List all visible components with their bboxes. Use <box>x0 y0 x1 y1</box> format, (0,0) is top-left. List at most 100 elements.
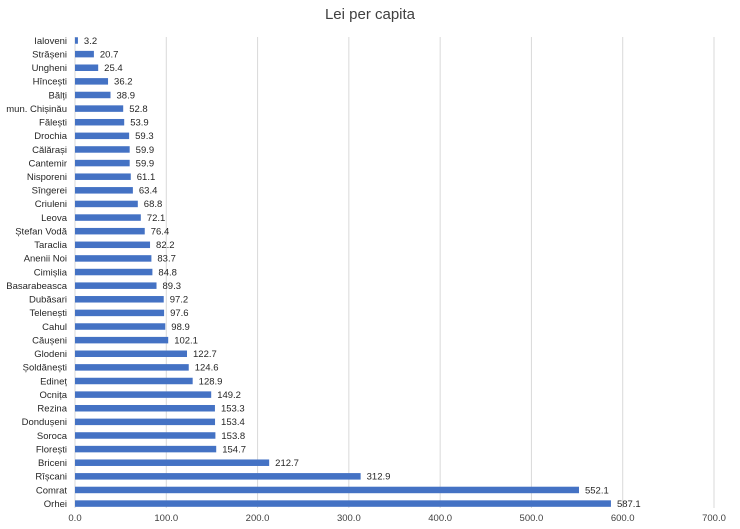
category-label: Briceni <box>38 458 67 469</box>
bar <box>75 241 151 249</box>
x-tick-label: 0.0 <box>68 513 81 524</box>
value-label: 76.4 <box>151 226 170 237</box>
bar <box>75 459 270 466</box>
chart-title: Lei per capita <box>325 6 416 23</box>
category-label: Rezina <box>37 404 67 415</box>
value-label: 97.2 <box>170 295 189 306</box>
bar <box>75 377 193 385</box>
value-labels: 3.220.7 25.4 36.2 38.9 52.8 53.9 59.3 59.9 59.9 6… <box>84 36 641 510</box>
value-label: 312.9 <box>367 472 391 483</box>
value-label: 98.9 <box>171 322 190 333</box>
category-label: mun. Chișinău <box>6 104 67 115</box>
bar <box>75 268 153 276</box>
value-label: 89.3 <box>163 281 182 292</box>
bar <box>75 473 361 480</box>
category-label: Soroca <box>37 431 68 442</box>
bar <box>75 432 216 439</box>
category-label: Criuleni <box>35 199 67 210</box>
bar <box>75 159 130 167</box>
category-label: Leova <box>41 213 68 224</box>
category-label: Ungheni <box>32 63 67 74</box>
bar <box>75 78 109 85</box>
value-label: 68.8 <box>144 199 163 210</box>
value-label: 20.7 <box>100 49 119 60</box>
bar <box>75 132 130 140</box>
bar <box>75 309 165 317</box>
x-axis-ticks: 0.0 100.0 200.0 300.0 400.0 500.0 600.0 700.0 <box>68 513 726 524</box>
category-label: Glodeni <box>34 349 67 360</box>
category-label: Căușeni <box>32 335 67 346</box>
value-label: 154.7 <box>222 444 246 455</box>
category-label: Dubăsari <box>29 295 67 306</box>
value-label: 53.9 <box>130 118 149 129</box>
value-label: 124.6 <box>195 363 219 374</box>
value-label: 25.4 <box>104 63 123 74</box>
value-label: 59.9 <box>136 158 155 169</box>
bar <box>75 173 131 180</box>
category-label: Telenești <box>30 308 68 319</box>
value-label: 153.4 <box>221 417 245 428</box>
value-label: 59.9 <box>136 145 155 156</box>
category-label: Comrat <box>36 485 68 496</box>
category-label: Cahul <box>42 322 67 333</box>
value-label: 102.1 <box>174 335 198 346</box>
bar <box>75 50 94 58</box>
x-tick-label: 300.0 <box>337 513 361 524</box>
category-label: Hîncești <box>33 77 67 88</box>
category-label: Edineț <box>40 376 67 387</box>
value-label: 83.7 <box>157 254 176 265</box>
value-label: 128.9 <box>199 376 223 387</box>
bar <box>75 445 217 453</box>
bar <box>75 336 169 344</box>
bar <box>75 350 188 358</box>
value-label: 122.7 <box>193 349 217 360</box>
value-label: 149.2 <box>217 390 241 401</box>
bar <box>75 255 152 262</box>
bar <box>75 105 124 112</box>
bar <box>75 500 611 507</box>
bar <box>75 364 189 371</box>
category-label: Cantemir <box>28 158 67 169</box>
bar <box>75 187 133 194</box>
category-label: Ialoveni <box>34 36 67 47</box>
bar <box>75 37 78 44</box>
bars <box>75 37 611 507</box>
category-label: Ocnița <box>40 390 68 401</box>
x-tick-label: 700.0 <box>702 513 726 524</box>
value-label: 97.6 <box>170 308 189 319</box>
value-label: 82.2 <box>156 240 175 251</box>
category-label: Cimișlia <box>34 267 68 278</box>
value-label: 36.2 <box>114 77 133 88</box>
bar <box>75 323 166 330</box>
category-label: Dondușeni <box>22 417 67 428</box>
value-label: 72.1 <box>147 213 166 224</box>
category-label: Nisporeni <box>27 172 67 183</box>
bar <box>75 227 145 235</box>
value-label: 153.8 <box>221 431 245 442</box>
bar <box>75 214 141 221</box>
category-label: Călărași <box>32 145 67 156</box>
bar <box>75 146 130 153</box>
bar <box>75 282 157 289</box>
x-tick-label: 600.0 <box>611 513 635 524</box>
bar <box>75 118 125 126</box>
value-label: 212.7 <box>275 458 299 469</box>
gridlines <box>74 37 715 508</box>
x-tick-label: 100.0 <box>154 513 178 524</box>
value-label: 153.3 <box>221 404 245 415</box>
category-labels: Ialoveni Strășeni Ungheni Hîncești Bălți mun.… <box>6 36 67 510</box>
x-tick-label: 500.0 <box>520 513 544 524</box>
category-label: Drochia <box>34 131 67 142</box>
category-label: Strășeni <box>32 49 67 60</box>
value-label: 38.9 <box>117 90 135 101</box>
category-label: Florești <box>36 444 67 455</box>
bar <box>75 200 138 208</box>
value-label: 63.4 <box>139 186 158 197</box>
value-label: 552.1 <box>585 485 609 496</box>
category-label: Ștefan Vodă <box>15 226 67 237</box>
value-label: 61.1 <box>137 172 156 183</box>
bar <box>75 91 111 99</box>
bar <box>75 296 164 303</box>
category-label: Anenii Noi <box>24 254 67 265</box>
